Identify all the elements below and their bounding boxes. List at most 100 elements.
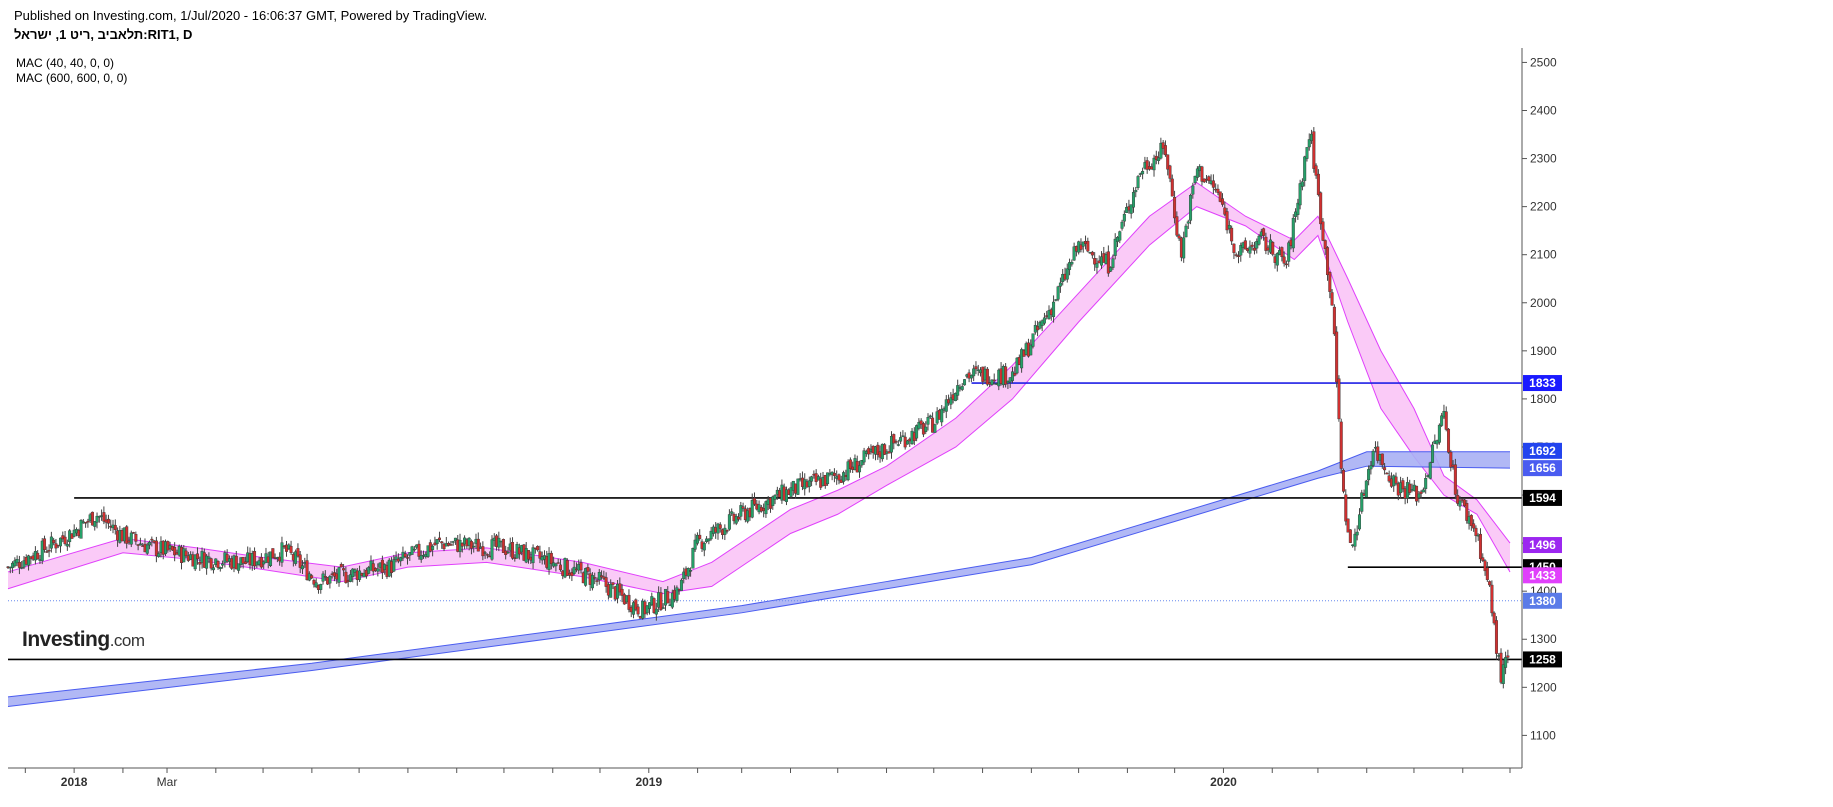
indicator-label-mac-600[interactable]: MAC (600, 600, 0, 0)	[16, 71, 128, 85]
candle-body	[1015, 357, 1019, 374]
candle-body	[1332, 306, 1336, 335]
candle-body	[1360, 492, 1364, 512]
candle	[549, 550, 553, 570]
candle-body	[1316, 173, 1320, 195]
candle-body	[595, 580, 599, 582]
candle-body	[771, 496, 775, 506]
candle	[1321, 218, 1325, 242]
candle-body	[889, 436, 893, 453]
candle	[1284, 260, 1288, 269]
candle	[1230, 225, 1234, 245]
price-badge-text: 1496	[1529, 538, 1556, 552]
candle-body	[1485, 567, 1489, 580]
candle-body	[969, 375, 973, 379]
candle-body	[647, 602, 651, 609]
candle	[1444, 406, 1448, 432]
candle	[753, 492, 757, 507]
y-tick-label: 2000	[1530, 296, 1557, 310]
candle	[620, 584, 624, 603]
candle-body	[1357, 514, 1361, 530]
candle-body	[858, 465, 862, 473]
candle-body	[1444, 411, 1448, 430]
candle	[670, 589, 674, 609]
candle	[449, 540, 453, 546]
candle-body	[211, 567, 215, 571]
candle-body	[1120, 221, 1124, 229]
candle	[867, 446, 871, 460]
candle-body	[328, 575, 332, 584]
candle-body	[1029, 344, 1033, 356]
candle-body	[654, 608, 658, 615]
candle	[1193, 175, 1197, 185]
y-tick-label: 1200	[1530, 680, 1557, 694]
candle	[501, 538, 505, 553]
candle	[392, 554, 396, 573]
candle	[698, 529, 702, 541]
candle-body	[1346, 518, 1350, 533]
candle-body	[899, 437, 903, 442]
candle	[511, 537, 515, 560]
candle	[538, 545, 542, 564]
candle-body	[1419, 491, 1423, 494]
candle	[1271, 240, 1275, 257]
candle	[1316, 169, 1320, 197]
candle-body	[1424, 478, 1428, 489]
candle-body	[337, 567, 341, 583]
candle	[796, 478, 800, 495]
candle-body	[392, 559, 396, 572]
candle-body	[1401, 480, 1405, 490]
candle	[1383, 462, 1387, 475]
candle-body	[1202, 178, 1206, 183]
symbol-title: תלאביב ,ריט 1, ישראל:RIT1, D	[14, 27, 193, 42]
candle	[437, 531, 441, 543]
candle	[294, 549, 298, 566]
candle-body	[1385, 472, 1389, 475]
candle-body	[27, 555, 31, 566]
candle	[1211, 174, 1215, 195]
candle-body	[342, 568, 346, 571]
candle	[1490, 580, 1494, 617]
candle-body	[1255, 240, 1259, 249]
candle-body	[652, 598, 656, 613]
candle	[129, 530, 133, 548]
candle-body	[1298, 183, 1302, 206]
candle	[969, 374, 973, 383]
candle-body	[234, 555, 238, 570]
candle-body	[1257, 235, 1261, 245]
candle-body	[1437, 424, 1441, 443]
candle-body	[1305, 147, 1309, 159]
candle	[1465, 499, 1469, 524]
candle-body	[1355, 531, 1359, 536]
candle-body	[84, 522, 88, 524]
candle	[1323, 239, 1327, 255]
candle-body	[1216, 188, 1220, 193]
indicator-label-mac-40[interactable]: MAC (40, 40, 0, 0)	[16, 56, 115, 70]
candle	[52, 537, 56, 546]
candle	[584, 567, 588, 587]
candle	[618, 577, 622, 596]
candle	[1166, 154, 1170, 176]
candle	[1086, 237, 1090, 253]
candle-body	[730, 511, 734, 514]
candle	[460, 542, 464, 553]
candle	[184, 547, 188, 558]
candle	[572, 560, 576, 576]
candle	[634, 598, 638, 612]
candle	[305, 553, 309, 581]
candle-body	[670, 592, 674, 608]
candle-body	[371, 563, 375, 572]
candle	[1394, 472, 1398, 486]
candle-body	[1337, 378, 1341, 420]
candle	[764, 500, 768, 518]
candle-body	[1184, 225, 1188, 238]
candle-body	[1449, 451, 1453, 468]
candle	[1189, 193, 1193, 225]
candle	[1291, 214, 1295, 253]
candle	[595, 577, 599, 586]
candle-body	[1501, 664, 1505, 684]
candle	[992, 373, 996, 385]
candle	[896, 439, 900, 447]
candle	[348, 569, 352, 583]
candle-body	[280, 542, 284, 563]
